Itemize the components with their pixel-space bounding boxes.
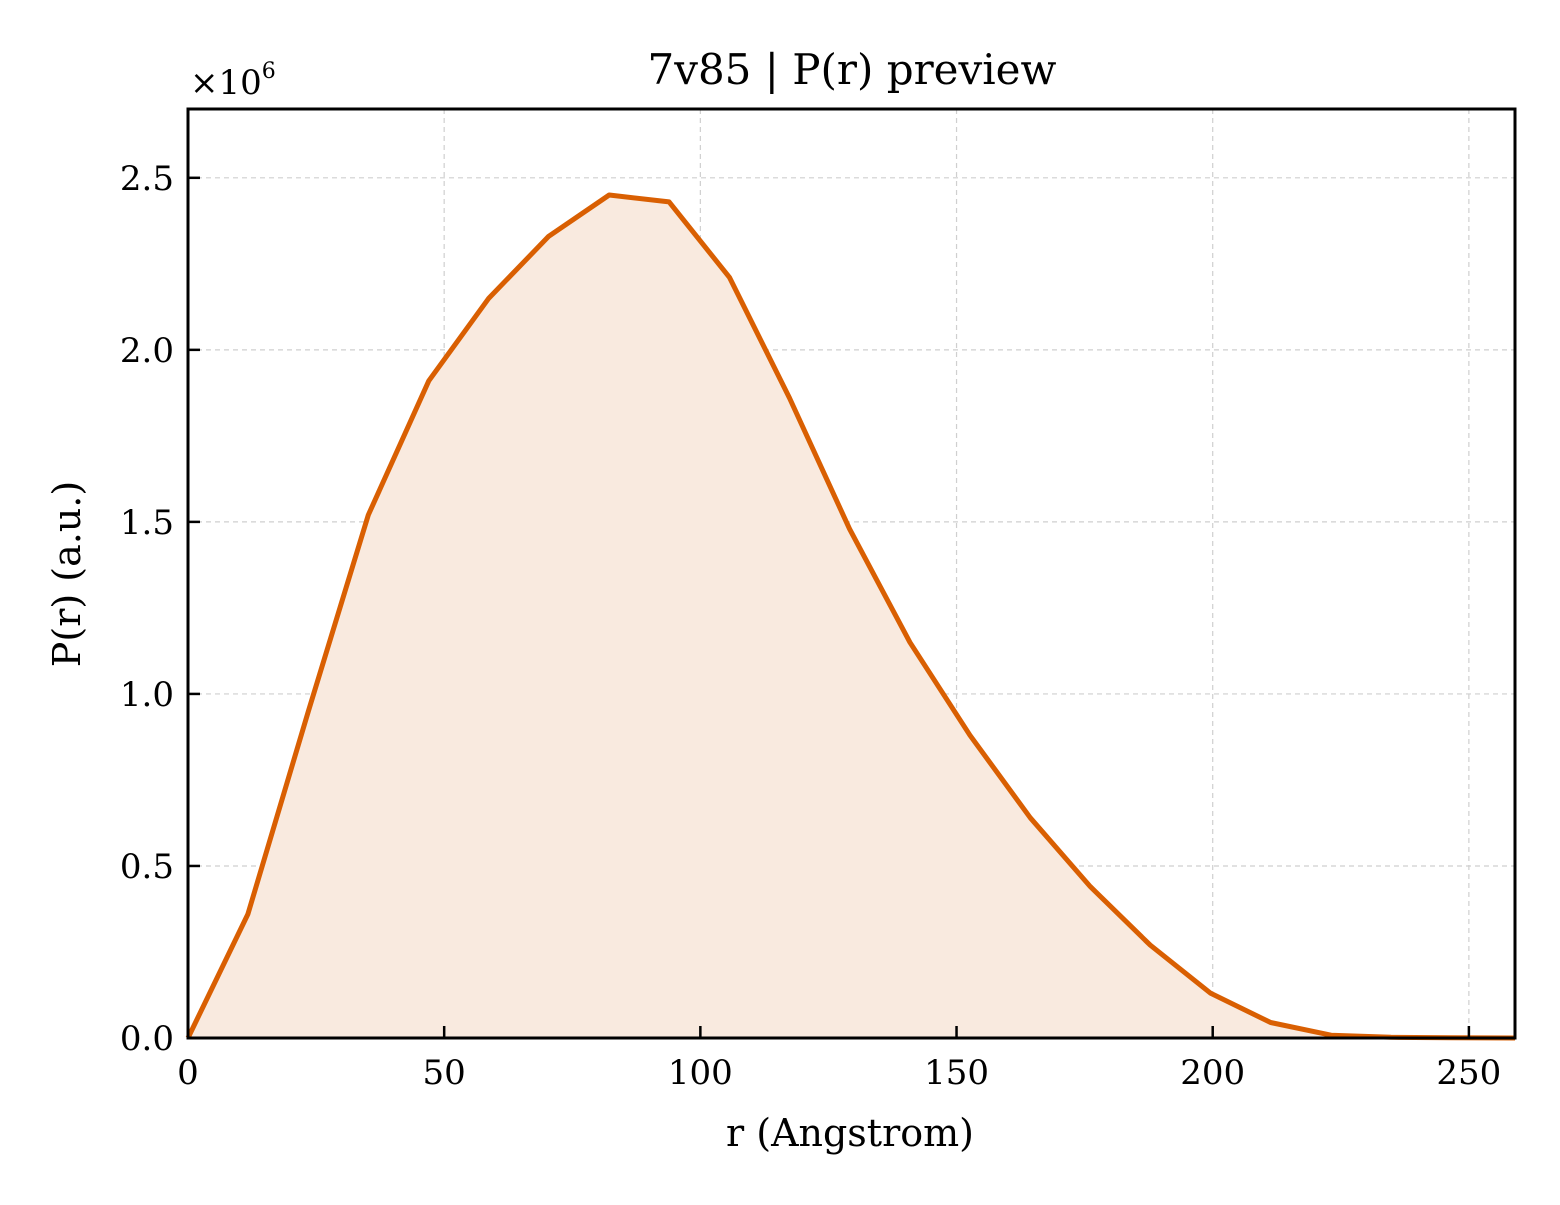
y-tick-label: 2.0 — [120, 331, 174, 371]
plot-frame — [186, 107, 1517, 1040]
y-tick-label: 1.5 — [120, 503, 174, 543]
x-axis-title: r (Angstrom) — [726, 1111, 974, 1155]
y-tick-label: 2.5 — [120, 159, 174, 199]
y-axis-multiplier: ×106 — [190, 59, 276, 103]
multiplier-base: ×10 — [190, 63, 262, 103]
y-axis-title: P(r) (a.u.) — [45, 481, 89, 667]
chart-title: 7v85 | P(r) preview — [648, 45, 1057, 94]
x-tick-label: 250 — [1436, 1053, 1501, 1093]
y-tick-label: 0.5 — [120, 847, 174, 887]
y-tick-label: 0.0 — [120, 1019, 174, 1059]
x-tick-label: 200 — [1180, 1053, 1245, 1093]
x-tick-label: 150 — [924, 1053, 989, 1093]
x-tick-label: 100 — [668, 1053, 733, 1093]
x-axis: 0 50 100 150 200 250 — [177, 1026, 1501, 1093]
multiplier-exponent: 6 — [262, 59, 276, 84]
y-axis: 0.0 0.5 1.0 1.5 2.0 2.5 — [120, 159, 200, 1059]
x-tick-label: 50 — [423, 1053, 466, 1093]
y-tick-label: 1.0 — [120, 675, 174, 715]
pr-area-fill — [188, 195, 1515, 1038]
x-tick-label: 0 — [177, 1053, 199, 1093]
pr-series-line — [185, 192, 1516, 1041]
